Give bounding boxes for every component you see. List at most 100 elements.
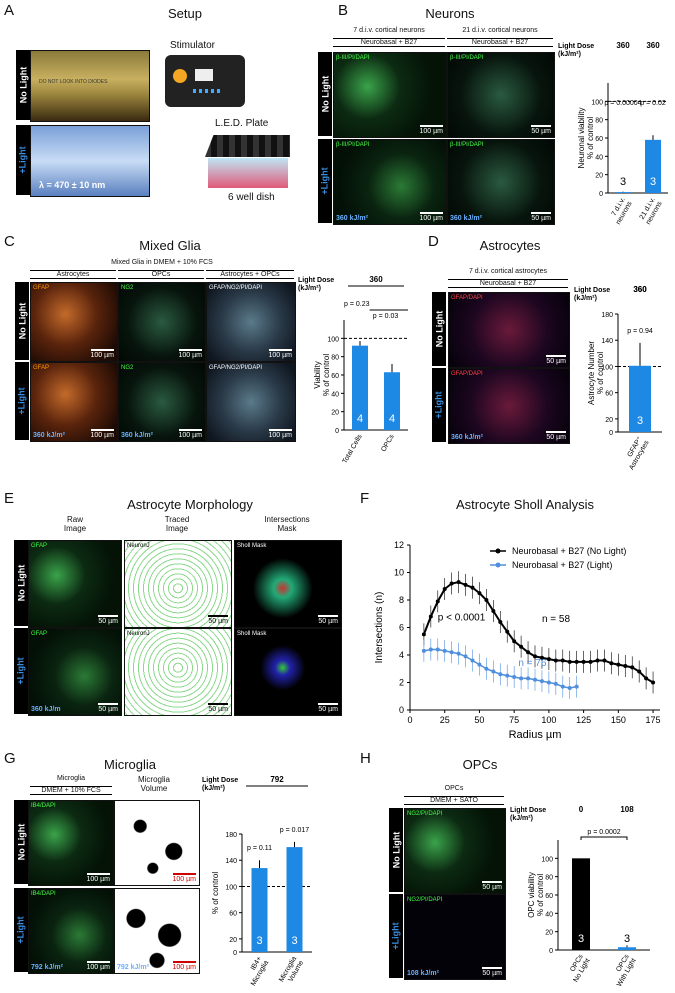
y-tick-label: 100 [541,856,553,863]
C-opc-nolight: NG2 100 µm [118,282,206,362]
y-tick-label: 100 [225,884,237,891]
data-point [519,644,524,649]
p-value: p = 0.11 [247,845,272,852]
y-tick-label: 100 [601,364,613,371]
category-label: GFAP⁺Astrocytes [626,435,650,471]
dose-value: 360 [646,41,660,50]
chart-C: Light Dose(kJ/m²) 0 20 40 60 80 100 Viability% … [298,275,408,465]
legend-label: Neurobasal + B27 (No Light) [512,546,626,556]
n-label: 3 [291,935,297,947]
y-tick-label: 60 [595,136,603,143]
data-point [470,585,475,590]
y-tick-label: 0 [609,430,613,437]
B-image-21div-nolight: β-III/PI/DAPI 50 µm [447,52,555,138]
data-point [421,648,426,653]
annotation: n = 58 [542,614,571,625]
led-plate-label: L.E.D. Plate [215,118,269,129]
panel-D-title: Astrocytes [479,238,541,253]
y-axis-label-line: % of control [596,352,605,394]
light-label-H: +Light [389,894,403,978]
G-col1: Microglia [56,775,85,782]
panel-G-title: Microglia [103,757,156,772]
data-point [512,639,517,644]
y-tick-label: 20 [331,410,339,417]
no-light-label-B: No Light [318,52,332,136]
light-label-A: +Light [16,125,30,195]
n-label: 4 [389,413,395,425]
x-tick-label: 25 [440,715,450,725]
light-label-G: +Light [14,888,28,972]
y-tick-label: 20 [595,173,603,180]
x-tick-label: 125 [576,715,591,725]
data-point [567,686,572,690]
bar [572,858,590,950]
bar [645,139,661,193]
G-volume-nolight: 100 µm [114,800,200,886]
y-tick-label: 80 [545,875,553,882]
x-tick-label: 150 [611,715,626,725]
data-point [463,582,468,587]
data-point [609,661,614,666]
data-point [463,654,468,659]
B-col2-header: 21 d.i.v. cortical neurons [462,27,538,34]
y-axis-label-line: Neuronal viability [577,108,586,169]
data-point [602,658,607,663]
dose-value: 360 [616,41,630,50]
n-label: 3 [578,933,584,945]
stimulator-leds [193,89,223,93]
C-astro-nolight: GFAP 100 µm [30,282,118,362]
y-tick-label: 0 [599,191,603,198]
y-axis-label-line: % of control [211,872,220,914]
G-microglia-light: IB4/DAPI 792 kJ/m² 100 µm [28,888,114,974]
y-tick-label: 40 [595,154,603,161]
data-point [595,658,600,663]
n-label: 4 [357,413,363,425]
legend-marker [495,562,501,568]
data-point [546,657,551,662]
n-label: 3 [256,935,262,947]
no-light-photo: DO NOT LOOK INTO DIODES [30,50,150,122]
data-point [477,662,482,667]
p-value: p = 0.94 [627,328,653,335]
y-axis-label-line: Astrocyte Number [587,341,596,405]
y-axis-label: Viability% of control [313,354,331,396]
light-dose-header: Light Dose [202,777,238,784]
bar [618,947,636,950]
y-axis-label-line: Viability [313,361,322,388]
x-tick-label: 75 [509,715,519,725]
E-mask-nolight: Sholl Mask 50 µm [234,540,342,628]
y-tick-label: 40 [545,911,553,918]
y-tick-label: 0 [549,948,553,955]
data-point [435,647,440,652]
E-col-traced: Traced Image [164,515,190,533]
data-point [574,684,579,689]
y-tick-label: 2 [399,678,404,688]
data-point [574,659,579,664]
bar [384,372,400,430]
bar [352,345,368,430]
H-opc-nolight: NG2/PI/DAPI 50 µm [404,808,506,894]
C-merge-nolight: GFAP/NG2/PI/DAPI 100 µm [206,282,296,362]
dose-value: 360 [369,275,383,284]
category-label-line: Total Cells [342,433,364,465]
data-point [533,677,537,682]
C-col-opc: OPCs [118,270,204,279]
x-axis-label: Radius µm [509,729,562,741]
light-dose-header: Light Dose [574,287,610,294]
H-medium: DMEM + SATO [404,796,504,805]
light-dose-header: (kJ/m²) [574,295,597,302]
no-light-label-E: No Light [14,540,28,626]
data-point [449,581,454,586]
y-tick-label: 80 [595,118,603,125]
p-value: p = 0.23 [344,301,370,308]
y-tick-label: 10 [394,568,404,578]
data-point [651,680,656,685]
y-axis-label-line: % of control [586,117,595,159]
light-label-B: +Light [318,139,332,223]
n-label: 3 [620,176,626,188]
B-col1-header: 7 d.i.v. cortical neurons [353,27,425,34]
light-dose-header: Light Dose [298,277,334,284]
E-mask-light: Sholl Mask 50 µm [234,628,342,716]
